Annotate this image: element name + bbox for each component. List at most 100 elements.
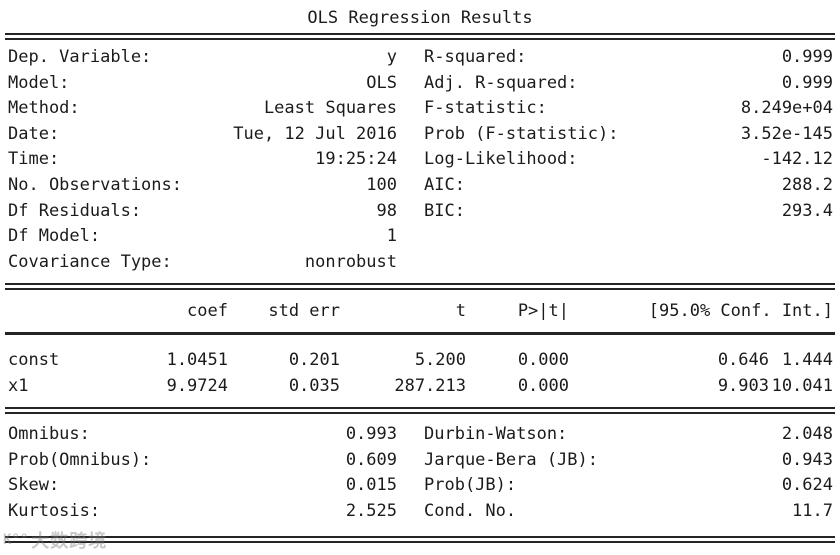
coef-header-p: P>|t| <box>517 301 569 322</box>
stat-row-omnibus: Omnibus: 0.993 <box>8 422 397 448</box>
stat-row-date: Date: Tue, 12 Jul 2016 <box>8 122 397 148</box>
stat-value: 98 <box>376 200 397 221</box>
stat-label: Log-Likelihood: <box>424 149 578 170</box>
stat-value: Tue, 12 Jul 2016 <box>233 123 397 144</box>
stat-label: Adj. R-squared: <box>424 72 578 93</box>
coef-header-name <box>8 298 108 324</box>
stat-label: Model: <box>8 72 70 93</box>
stat-row-aic: AIC: 288.2 <box>424 173 833 199</box>
stat-label: Cond. No. <box>424 500 517 521</box>
stat-label: AIC: <box>424 174 465 195</box>
summary-left-column: Dep. Variable: y Model: OLS Method: Leas… <box>8 45 397 275</box>
stat-value: y <box>386 47 397 67</box>
stat-row-f-statistic: F-statistic: 8.249e+04 <box>424 96 833 122</box>
report-title: OLS Regression Results <box>307 8 533 28</box>
coef-table-body: const 1.0451 0.201 5.200 0.000 0.646 1.4… <box>0 335 840 400</box>
ci-high-value: 1.444 <box>781 350 833 371</box>
stat-row-model: Model: OLS <box>8 71 397 97</box>
stat-row-adj-r-squared: Adj. R-squared: 0.999 <box>424 71 833 97</box>
coef-name: x1 <box>8 376 29 397</box>
divider-bottom <box>5 536 835 544</box>
coef-row-const: const 1.0451 0.201 5.200 0.000 0.646 1.4… <box>0 348 840 374</box>
p-value: 0.000 <box>517 350 569 371</box>
coef-value: 1.0451 <box>166 350 228 371</box>
stat-value: 0.999 <box>781 47 833 67</box>
ci-low-value: 9.903 <box>717 376 769 397</box>
divider-top <box>5 33 835 40</box>
stat-value: 2.048 <box>781 423 833 444</box>
stat-row-df-residuals: Df Residuals: 98 <box>8 199 397 225</box>
stat-label: Dep. Variable: <box>8 47 152 67</box>
ci-high-value: 10.041 <box>771 376 833 397</box>
stat-row-prob-omnibus: Prob(Omnibus): 0.609 <box>8 448 397 474</box>
diagnostics-section: Omnibus: 0.993 Prob(Omnibus): 0.609 Skew… <box>0 414 840 524</box>
stat-value: 100 <box>366 174 397 195</box>
coef-header-conf-int: [95.0% Conf. Int.] <box>648 301 833 322</box>
coef-header-t: t <box>455 301 466 322</box>
stat-value: -142.12 <box>761 149 833 170</box>
coefficient-table: coef std err t P>|t| [95.0% Conf. Int.] … <box>0 290 840 400</box>
std-err-value: 0.201 <box>288 350 340 371</box>
stat-value: 8.249e+04 <box>740 98 833 119</box>
t-value: 287.213 <box>394 376 466 397</box>
stat-row-prob-f-statistic: Prob (F-statistic): 3.52e-145 <box>424 122 833 148</box>
stat-row-time: Time: 19:25:24 <box>8 147 397 173</box>
stat-row-durbin-watson: Durbin-Watson: 2.048 <box>424 422 833 448</box>
coef-header-std-err: std err <box>268 301 340 322</box>
stat-value: 293.4 <box>781 200 833 221</box>
ci-low-value: 0.646 <box>717 350 769 371</box>
stat-value: 2.525 <box>345 500 397 521</box>
stat-row-covariance-type: Covariance Type: nonrobust <box>8 250 397 276</box>
stat-row-r-squared: R-squared: 0.999 <box>424 45 833 71</box>
stat-row-skew: Skew: 0.015 <box>8 473 397 499</box>
stat-label: Df Model: <box>8 226 101 247</box>
coef-header-coef: coef <box>187 301 228 322</box>
stat-label: Method: <box>8 98 80 119</box>
std-err-value: 0.035 <box>288 376 340 397</box>
stat-row-kurtosis: Kurtosis: 2.525 <box>8 499 397 525</box>
stat-value: 0.015 <box>345 475 397 496</box>
stat-value: 0.999 <box>781 72 833 93</box>
stat-value: Least Squares <box>263 98 397 119</box>
stat-label: Prob(JB): <box>424 475 517 496</box>
stat-label: Time: <box>8 149 60 170</box>
model-summary-section: Dep. Variable: y Model: OLS Method: Leas… <box>0 40 840 275</box>
stat-value: 0.609 <box>345 449 397 470</box>
stat-label: F-statistic: <box>424 98 547 119</box>
coef-name: const <box>8 350 60 371</box>
coef-header-row: coef std err t P>|t| [95.0% Conf. Int.] <box>0 290 840 332</box>
stat-row-method: Method: Least Squares <box>8 96 397 122</box>
coef-value: 9.9724 <box>166 376 228 397</box>
p-value: 0.000 <box>517 376 569 397</box>
stat-label: Date: <box>8 123 60 144</box>
stat-value: 11.7 <box>792 500 833 521</box>
diagnostics-right-column: Durbin-Watson: 2.048 Jarque-Bera (JB): 0… <box>424 422 833 524</box>
stat-value: OLS <box>366 72 397 93</box>
stat-row-log-likelihood: Log-Likelihood: -142.12 <box>424 147 833 173</box>
stat-label: Omnibus: <box>8 423 90 444</box>
stat-row-observations: No. Observations: 100 <box>8 173 397 199</box>
stat-value: 0.993 <box>345 423 397 444</box>
stat-label: Skew: <box>8 475 60 496</box>
summary-right-column: R-squared: 0.999 Adj. R-squared: 0.999 F… <box>424 45 833 275</box>
stat-label: Covariance Type: <box>8 251 172 272</box>
stat-value: 0.943 <box>781 449 833 470</box>
stat-row-dep-variable: Dep. Variable: y <box>8 45 397 71</box>
divider-coef-diagnostics <box>5 406 835 414</box>
stat-row-jarque-bera: Jarque-Bera (JB): 0.943 <box>424 448 833 474</box>
stat-value: 0.624 <box>781 475 833 496</box>
stat-value: 1 <box>386 226 397 247</box>
stat-label: Df Residuals: <box>8 200 142 221</box>
stat-value: 288.2 <box>781 174 833 195</box>
stat-label: Prob(Omnibus): <box>8 449 152 470</box>
stat-label: Jarque-Bera (JB): <box>424 449 598 470</box>
stat-label: Prob (F-statistic): <box>424 123 619 144</box>
stat-row-cond-no: Cond. No. 11.7 <box>424 499 833 525</box>
summary-column-gap <box>397 45 424 275</box>
diagnostics-left-column: Omnibus: 0.993 Prob(Omnibus): 0.609 Skew… <box>8 422 397 524</box>
divider-summary-coef <box>5 283 835 291</box>
stat-label: R-squared: <box>424 47 527 67</box>
stat-label: BIC: <box>424 200 465 221</box>
divider-coef-header <box>5 332 835 336</box>
stat-value: 3.52e-145 <box>740 123 833 144</box>
